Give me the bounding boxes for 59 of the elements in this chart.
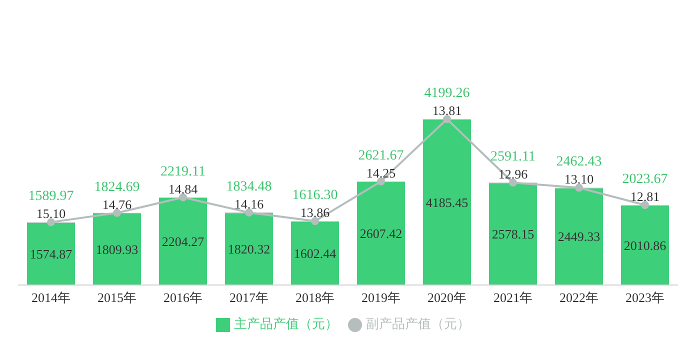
data-label: 1809.93 bbox=[96, 242, 138, 257]
data-label: 12.81 bbox=[630, 189, 660, 204]
data-label: 2578.15 bbox=[492, 226, 534, 242]
x-tick-label: 2023年 bbox=[626, 290, 664, 306]
x-tick-label: 2015年 bbox=[98, 290, 136, 306]
data-label: 13.81 bbox=[432, 103, 462, 118]
data-label: 4199.26 bbox=[424, 86, 470, 102]
point bbox=[575, 184, 583, 192]
bar bbox=[159, 198, 207, 285]
point bbox=[641, 201, 649, 210]
x-tick-label: 2019年 bbox=[362, 290, 400, 306]
data-label: 2449.33 bbox=[558, 229, 600, 244]
data-label: 4185.45 bbox=[426, 194, 468, 210]
bar bbox=[27, 222, 75, 285]
x-tick-label: 2018年 bbox=[296, 290, 334, 306]
bar bbox=[555, 188, 603, 285]
data-label: 2591.11 bbox=[490, 150, 536, 165]
bar bbox=[93, 214, 141, 285]
data-label: 2010.86 bbox=[624, 238, 667, 253]
bar bbox=[291, 222, 339, 285]
point bbox=[311, 217, 319, 226]
data-label: 14.16 bbox=[234, 196, 264, 212]
x-tick-label: 2014年 bbox=[32, 290, 70, 306]
point bbox=[47, 218, 55, 226]
data-label: 1589.97 bbox=[28, 189, 74, 204]
data-label: 2607.42 bbox=[360, 226, 402, 242]
data-label: 1616.30 bbox=[292, 188, 338, 204]
data-label: 12.96 bbox=[498, 166, 528, 182]
data-label: 2204.27 bbox=[162, 234, 205, 250]
data-label: 14.76 bbox=[102, 196, 132, 212]
data-label: 14.25 bbox=[366, 165, 396, 180]
bar bbox=[357, 182, 405, 285]
x-tick-label: 2021年 bbox=[494, 290, 532, 306]
point bbox=[245, 208, 253, 217]
data-label: 1602.44 bbox=[294, 246, 337, 261]
data-label: 15.10 bbox=[36, 206, 66, 222]
point bbox=[443, 115, 451, 124]
bar bbox=[225, 213, 273, 285]
data-label: 1834.48 bbox=[226, 180, 272, 195]
data-label: 2219.11 bbox=[160, 164, 206, 180]
bar bbox=[489, 183, 537, 285]
point bbox=[509, 178, 517, 187]
x-tick-label: 2017年 bbox=[230, 290, 268, 306]
data-label: 2462.43 bbox=[556, 154, 602, 170]
data-label: 1574.87 bbox=[30, 246, 73, 262]
x-tick-label: 2022年 bbox=[560, 290, 598, 306]
bar bbox=[423, 120, 471, 285]
data-label: 13.86 bbox=[300, 205, 330, 220]
x-tick-label: 2016年 bbox=[164, 290, 202, 306]
legend-label: 主产品产值（元） bbox=[234, 316, 338, 331]
data-label: 2621.67 bbox=[358, 148, 404, 164]
data-label: 1820.32 bbox=[228, 242, 270, 257]
data-label: 13.10 bbox=[564, 172, 594, 187]
x-tick-label: 2020年 bbox=[428, 290, 466, 306]
data-label: 2023.67 bbox=[622, 172, 668, 188]
data-label: 14.84 bbox=[168, 181, 198, 196]
data-label: 1824.69 bbox=[94, 180, 140, 195]
legend-label: 副产品产值（元） bbox=[366, 316, 470, 331]
bar bbox=[621, 206, 669, 285]
